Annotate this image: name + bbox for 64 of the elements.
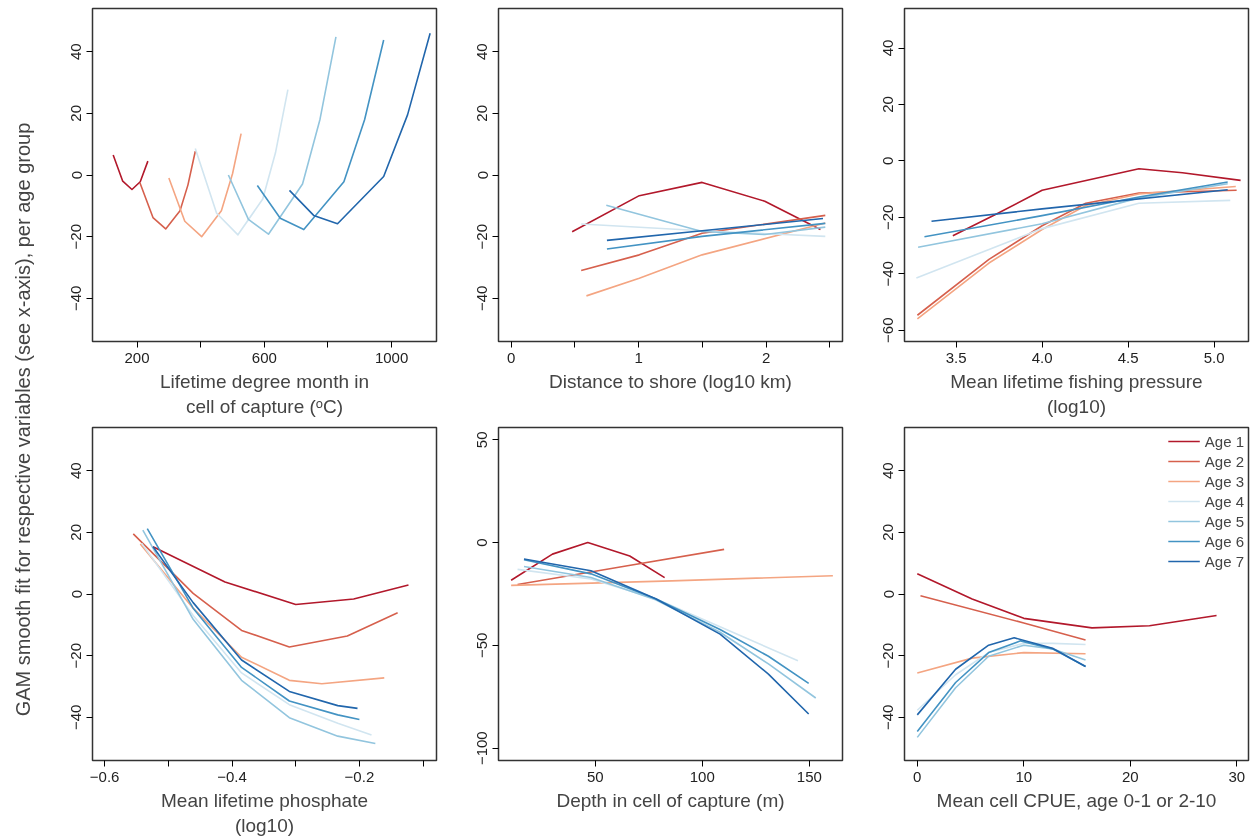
x-tick-label: 0 bbox=[507, 348, 516, 366]
x-tick-label: 150 bbox=[796, 767, 822, 785]
y-tick-label: 20 bbox=[879, 523, 897, 541]
legend-label: Age 1 bbox=[1204, 432, 1244, 450]
legend-label: Age 7 bbox=[1204, 552, 1244, 570]
y-tick-label: −40 bbox=[879, 261, 897, 287]
y-tick-label: −100 bbox=[473, 731, 491, 766]
x-tick-label: 200 bbox=[124, 348, 150, 366]
legend-label: Age 3 bbox=[1204, 472, 1244, 490]
y-tick-label: 0 bbox=[473, 538, 491, 547]
x-tick-label: 5.0 bbox=[1203, 348, 1225, 366]
x-tick-label: 1000 bbox=[374, 348, 409, 366]
y-tick-label: 20 bbox=[879, 96, 897, 113]
y-tick-label: 20 bbox=[67, 104, 85, 122]
x-tick-label: 30 bbox=[1228, 767, 1246, 785]
x-tick-label: 10 bbox=[1015, 767, 1033, 785]
x-tick-label: 1 bbox=[634, 348, 643, 366]
x-axis-title: Depth in cell of capture (m) bbox=[556, 789, 785, 811]
x-tick-label: −0.6 bbox=[89, 767, 120, 785]
x-tick-label: 600 bbox=[251, 348, 277, 366]
y-tick-label: −20 bbox=[473, 223, 491, 250]
y-tick-label: 40 bbox=[879, 39, 897, 57]
x-tick-label: 4.0 bbox=[1031, 348, 1053, 366]
x-tick-label: −0.2 bbox=[344, 767, 375, 785]
y-tick-label: −60 bbox=[879, 317, 897, 343]
y-tick-label: 0 bbox=[879, 589, 897, 599]
y-tick-label: 20 bbox=[67, 523, 85, 541]
x-tick-label: −0.4 bbox=[217, 767, 247, 785]
x-axis-title: Mean lifetime fishing pressure (log10) bbox=[950, 370, 1203, 417]
y-tick-label: 0 bbox=[67, 170, 85, 180]
x-axis-title: Distance to shore (log10 km) bbox=[549, 370, 792, 392]
y-tick-label: −20 bbox=[67, 642, 85, 669]
y-tick-label: −20 bbox=[67, 223, 85, 250]
legend-label: Age 4 bbox=[1204, 492, 1244, 510]
y-tick-label: −20 bbox=[879, 642, 897, 669]
y-axis-title: GAM smooth fit for respective variables (see x-axis), per age group bbox=[11, 122, 34, 717]
y-tick-label: 20 bbox=[473, 104, 491, 122]
x-tick-label: 4.5 bbox=[1117, 348, 1139, 366]
legend-label: Age 2 bbox=[1204, 452, 1244, 470]
y-tick-label: −20 bbox=[879, 204, 897, 231]
y-tick-label: −40 bbox=[473, 285, 491, 312]
y-tick-label: 0 bbox=[67, 589, 85, 599]
legend-label: Age 5 bbox=[1204, 512, 1244, 530]
x-tick-label: 50 bbox=[586, 767, 604, 785]
legend-label: Age 6 bbox=[1204, 532, 1244, 550]
y-tick-label: 0 bbox=[879, 156, 897, 166]
y-tick-label: 40 bbox=[67, 462, 85, 480]
x-tick-label: 20 bbox=[1121, 767, 1139, 785]
x-tick-label: 3.5 bbox=[945, 348, 967, 366]
x-axis-title: Lifetime degree month in cell of capture (ᵒC) bbox=[159, 370, 370, 417]
y-tick-label: −50 bbox=[473, 632, 491, 659]
y-tick-label: 0 bbox=[473, 170, 491, 180]
y-tick-label: 40 bbox=[879, 462, 897, 480]
y-tick-label: −40 bbox=[879, 704, 897, 731]
x-tick-label: 0 bbox=[913, 767, 922, 785]
x-axis-title: Mean cell CPUE, age 0-1 or 2-10 bbox=[936, 789, 1217, 811]
x-tick-label: 2 bbox=[761, 348, 771, 366]
x-tick-label: 100 bbox=[689, 767, 715, 785]
y-tick-label: 40 bbox=[473, 43, 491, 61]
y-tick-label: 40 bbox=[67, 43, 85, 61]
y-tick-label: −40 bbox=[67, 704, 85, 731]
y-tick-label: −40 bbox=[67, 285, 85, 312]
x-axis-title: Mean lifetime phosphate (log10) bbox=[160, 789, 369, 836]
y-tick-label: 50 bbox=[473, 431, 491, 449]
